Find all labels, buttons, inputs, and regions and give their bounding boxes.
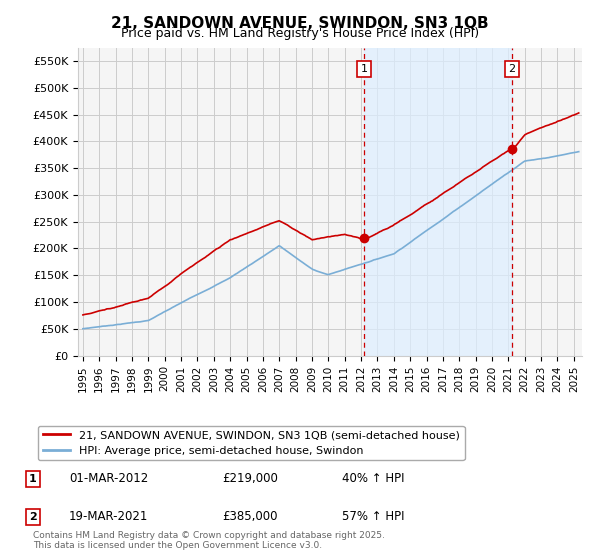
Bar — [364, 48, 512, 356]
Text: £385,000: £385,000 — [222, 510, 277, 524]
Text: 2: 2 — [508, 64, 515, 74]
Text: 1: 1 — [361, 64, 367, 74]
Text: 21, SANDOWN AVENUE, SWINDON, SN3 1QB: 21, SANDOWN AVENUE, SWINDON, SN3 1QB — [111, 16, 489, 31]
Legend: 21, SANDOWN AVENUE, SWINDON, SN3 1QB (semi-detached house), HPI: Average price, : 21, SANDOWN AVENUE, SWINDON, SN3 1QB (se… — [38, 426, 464, 460]
Text: Price paid vs. HM Land Registry's House Price Index (HPI): Price paid vs. HM Land Registry's House … — [121, 27, 479, 40]
Text: £219,000: £219,000 — [222, 472, 278, 486]
Text: 2: 2 — [29, 512, 37, 522]
Text: 40% ↑ HPI: 40% ↑ HPI — [342, 472, 404, 486]
Text: 19-MAR-2021: 19-MAR-2021 — [69, 510, 148, 524]
Text: 01-MAR-2012: 01-MAR-2012 — [69, 472, 148, 486]
Text: 1: 1 — [29, 474, 37, 484]
Text: Contains HM Land Registry data © Crown copyright and database right 2025.
This d: Contains HM Land Registry data © Crown c… — [33, 530, 385, 550]
Text: 57% ↑ HPI: 57% ↑ HPI — [342, 510, 404, 524]
